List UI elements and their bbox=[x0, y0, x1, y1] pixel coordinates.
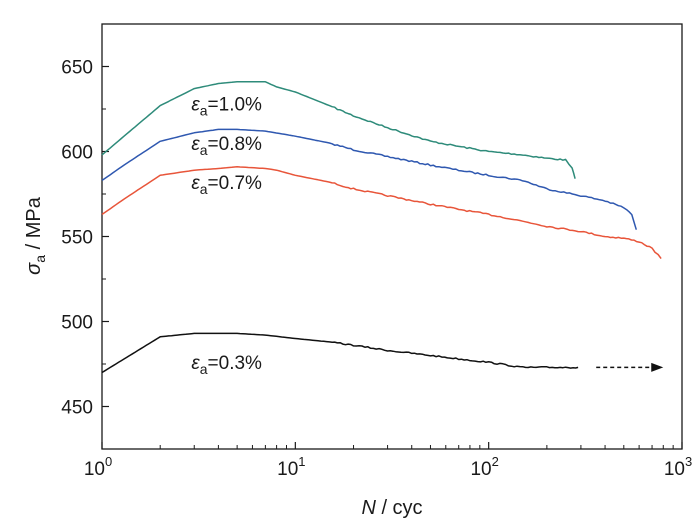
x-tick-label: 102 bbox=[470, 454, 498, 480]
series-line-0 bbox=[101, 81, 576, 179]
y-tick-label: 450 bbox=[61, 398, 93, 419]
plot-frame bbox=[101, 23, 683, 450]
series-label-3: εa=0.3% bbox=[191, 353, 262, 377]
series-labels: εa=1.0% εa=0.8% εa=0.7% εa=0.3% bbox=[191, 95, 262, 377]
x-tick-label: 100 bbox=[84, 454, 112, 480]
series-line-3 bbox=[101, 332, 579, 374]
y-axis-title: σa / MPa bbox=[23, 196, 48, 275]
y-tick-label: 550 bbox=[61, 228, 93, 249]
axis-ticks: 100 101 102 103 450 500 550 600 650 bbox=[61, 23, 692, 480]
x-tick-label: 103 bbox=[664, 454, 692, 480]
x-tick-label: 101 bbox=[277, 454, 305, 480]
series-label-1: εa=0.8% bbox=[191, 134, 262, 158]
series-line-2 bbox=[101, 166, 662, 260]
y-tick-label: 600 bbox=[61, 143, 93, 164]
y-tick-label: 650 bbox=[61, 58, 93, 79]
y-tick-label: 500 bbox=[61, 313, 93, 334]
x-axis-title: N / cyc bbox=[361, 497, 422, 519]
arrow-head-icon bbox=[651, 362, 664, 372]
series-label-2: εa=0.7% bbox=[191, 173, 262, 197]
series-lines bbox=[101, 81, 662, 374]
series-line-1 bbox=[101, 128, 638, 230]
series-label-0: εa=1.0% bbox=[191, 95, 262, 119]
annotation-layer bbox=[596, 362, 664, 372]
